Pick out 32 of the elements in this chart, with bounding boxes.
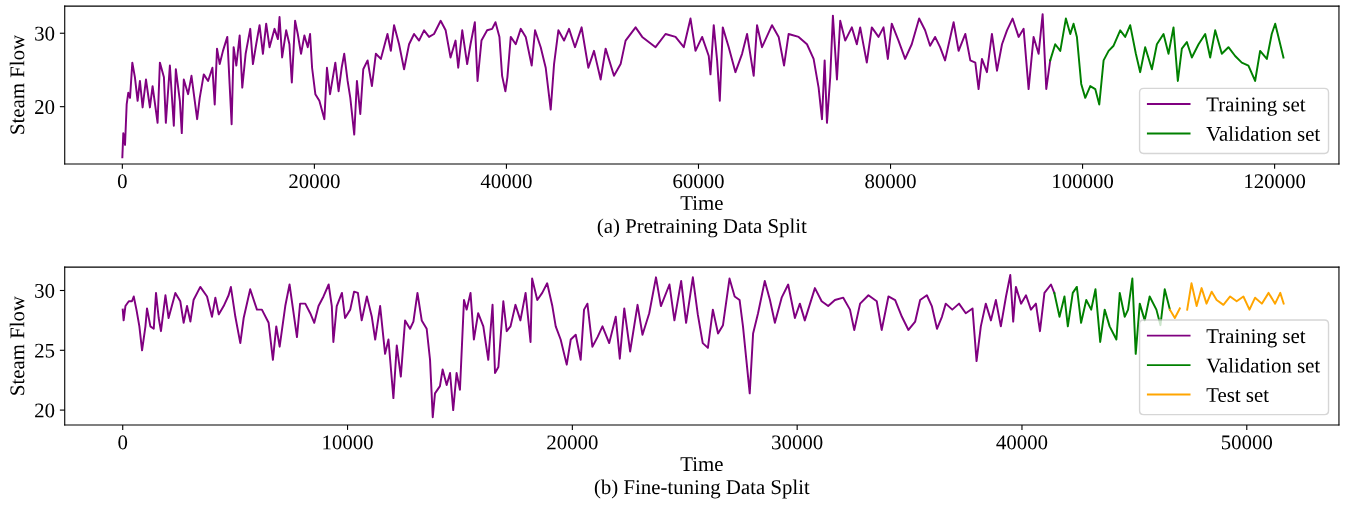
- x-tick-label: 50000: [1221, 435, 1273, 450]
- x-tick-label: 30000: [772, 435, 823, 450]
- legend-label: Validation set: [1206, 357, 1321, 373]
- x-tick-label: 120000: [1245, 174, 1306, 189]
- x-tick-label: 0: [118, 435, 128, 450]
- y-tick-label: 20: [35, 403, 55, 418]
- x-tick-label: 40000: [996, 435, 1048, 450]
- y-axis-title: Steam Flow: [9, 296, 25, 395]
- legend-label: Training set: [1206, 329, 1306, 348]
- x-tick-label: 40000: [480, 174, 532, 189]
- line-series: [1053, 277, 1171, 355]
- x-tick-label: 10000: [323, 435, 373, 450]
- y-tick-label: 20: [35, 100, 55, 115]
- y-axis-title: Steam Flow: [9, 35, 25, 134]
- x-axis-title: Time: [680, 196, 723, 210]
- x-tick-label: 20000: [289, 174, 340, 189]
- y-tick-label: 30: [35, 26, 55, 41]
- x-tick-label: 100000: [1053, 174, 1114, 189]
- legend-label: Test set: [1206, 388, 1269, 403]
- text: (b) Fine-tuning Data Split: [594, 479, 810, 499]
- legend-label: Validation set: [1206, 126, 1321, 142]
- x-axis-title: Time: [680, 457, 723, 472]
- y-tick-label: 25: [35, 343, 55, 358]
- x-tick-label: 20000: [547, 435, 598, 450]
- x-tick-label: 0: [117, 174, 127, 189]
- y-tick-label: 30: [35, 283, 55, 298]
- line-series: [121, 13, 1052, 159]
- legend-label: Training set: [1206, 97, 1306, 116]
- x-tick-label: 80000: [865, 174, 916, 189]
- text: (a) Pretraining Data Split: [597, 218, 807, 238]
- x-tick-label: 60000: [673, 174, 724, 189]
- line-series: [121, 273, 1056, 419]
